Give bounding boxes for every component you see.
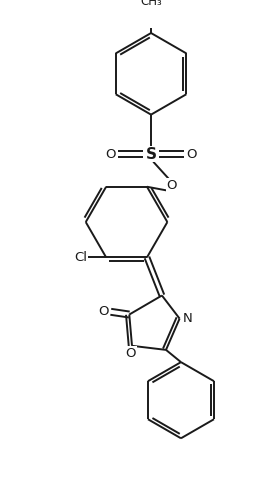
Text: N: N xyxy=(182,312,192,325)
Text: O: O xyxy=(166,179,177,192)
Text: CH₃: CH₃ xyxy=(140,0,162,8)
Text: O: O xyxy=(125,347,136,360)
Text: O: O xyxy=(105,147,115,161)
Text: S: S xyxy=(145,147,157,162)
Text: O: O xyxy=(98,305,109,318)
Text: O: O xyxy=(187,147,197,161)
Text: Cl: Cl xyxy=(74,251,87,264)
